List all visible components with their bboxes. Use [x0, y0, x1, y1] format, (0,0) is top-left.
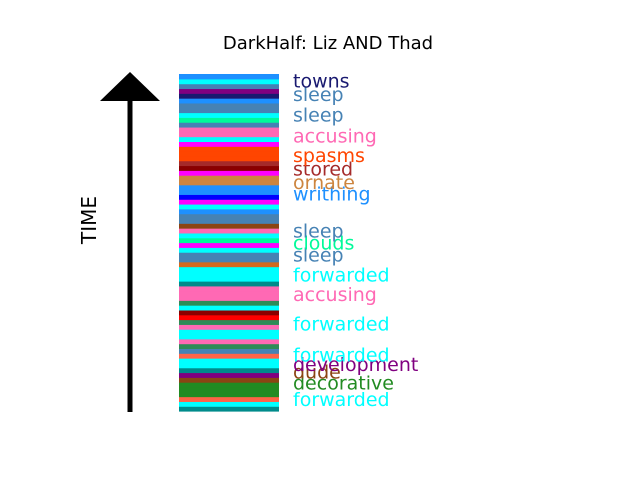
stripe-label: dude	[293, 362, 341, 384]
y-axis-label: TIME	[77, 196, 101, 245]
stripe	[179, 184, 279, 191]
stripe	[179, 247, 279, 253]
stripe	[179, 367, 279, 374]
stripe-label: sleep	[293, 244, 344, 266]
stripe	[179, 102, 279, 109]
stripe	[179, 261, 279, 268]
stripe-label: sleep	[293, 84, 344, 106]
stripe-label: forwarded	[293, 345, 390, 367]
stripe-label: sleep	[293, 221, 344, 243]
stripe-label: writhing	[293, 184, 371, 206]
stripe	[179, 223, 279, 229]
stripe	[179, 203, 279, 210]
stripe	[179, 338, 279, 345]
stripe	[179, 309, 279, 316]
stripe	[179, 281, 279, 287]
stripe	[179, 386, 279, 393]
stripe	[179, 382, 279, 388]
stripe	[179, 396, 279, 402]
stripe	[179, 372, 279, 378]
stripe	[179, 228, 279, 234]
stripe-label: spasms	[293, 145, 365, 167]
stripe	[179, 406, 279, 412]
stripe	[179, 117, 279, 123]
stripe	[179, 165, 279, 171]
stripe	[179, 237, 279, 244]
stripe	[179, 271, 279, 277]
stripe	[179, 107, 279, 114]
stripe	[179, 78, 279, 85]
stripe	[179, 324, 279, 330]
stripe	[179, 194, 279, 200]
stripe	[179, 199, 279, 205]
chart-title: DarkHalf: Liz AND Thad	[223, 33, 433, 54]
stripe	[179, 170, 279, 176]
stripe	[179, 333, 279, 340]
stripe	[179, 358, 279, 364]
stripe	[179, 276, 279, 282]
stripe	[179, 146, 279, 152]
stripe-label: development	[293, 354, 418, 376]
stripe	[179, 160, 279, 167]
stripe	[179, 189, 279, 195]
stripe	[179, 208, 279, 215]
stripe	[179, 83, 279, 90]
stripe	[179, 348, 279, 354]
time-arrow	[100, 72, 160, 412]
stripe	[179, 401, 279, 407]
stripe	[179, 314, 279, 321]
stripe-bar	[179, 74, 279, 412]
stripe-label: stored	[293, 158, 353, 180]
stripe-label: forwarded	[293, 265, 390, 287]
stripe-label: clouds	[293, 233, 354, 255]
stripe	[179, 377, 279, 383]
stripe	[179, 290, 279, 297]
stripe	[179, 343, 279, 350]
stripe	[179, 112, 279, 118]
stripe-label: forwarded	[293, 313, 390, 335]
stripe	[179, 295, 279, 301]
stripe	[179, 242, 279, 248]
stripe-labels: forwardeddecorativedudedevelopmentforwar…	[293, 71, 418, 412]
stripe-label: forwarded	[293, 389, 390, 411]
stripe	[179, 98, 279, 104]
stripe	[179, 126, 279, 133]
stripe	[179, 151, 279, 157]
stripe-label: accusing	[293, 125, 377, 147]
stripe	[179, 88, 279, 94]
time-arrow-head	[100, 72, 160, 101]
stripe	[179, 305, 279, 311]
stripe-label: sleep	[293, 104, 344, 126]
stripe-label: decorative	[293, 372, 394, 394]
stripe-label: towns	[293, 71, 350, 93]
stripe	[179, 136, 279, 142]
stripe	[179, 391, 279, 398]
stripe	[179, 329, 279, 335]
stripe	[179, 141, 279, 147]
stripe	[179, 362, 279, 369]
stripe	[179, 252, 279, 258]
stripe	[179, 232, 279, 239]
stripe	[179, 155, 279, 162]
stripe	[179, 266, 279, 272]
stripe	[179, 122, 279, 128]
stripe	[179, 179, 279, 186]
stripe	[179, 74, 279, 80]
stripe	[179, 213, 279, 220]
stripe	[179, 353, 279, 359]
stripe	[179, 300, 279, 306]
stripe	[179, 285, 279, 292]
stripe-label: ornate	[293, 172, 355, 194]
stripe	[179, 93, 279, 99]
stripe	[179, 175, 279, 181]
stripe	[179, 319, 279, 325]
stripe	[179, 131, 279, 138]
stripe-label: accusing	[293, 284, 377, 306]
stripe	[179, 218, 279, 224]
stripe	[179, 256, 279, 263]
